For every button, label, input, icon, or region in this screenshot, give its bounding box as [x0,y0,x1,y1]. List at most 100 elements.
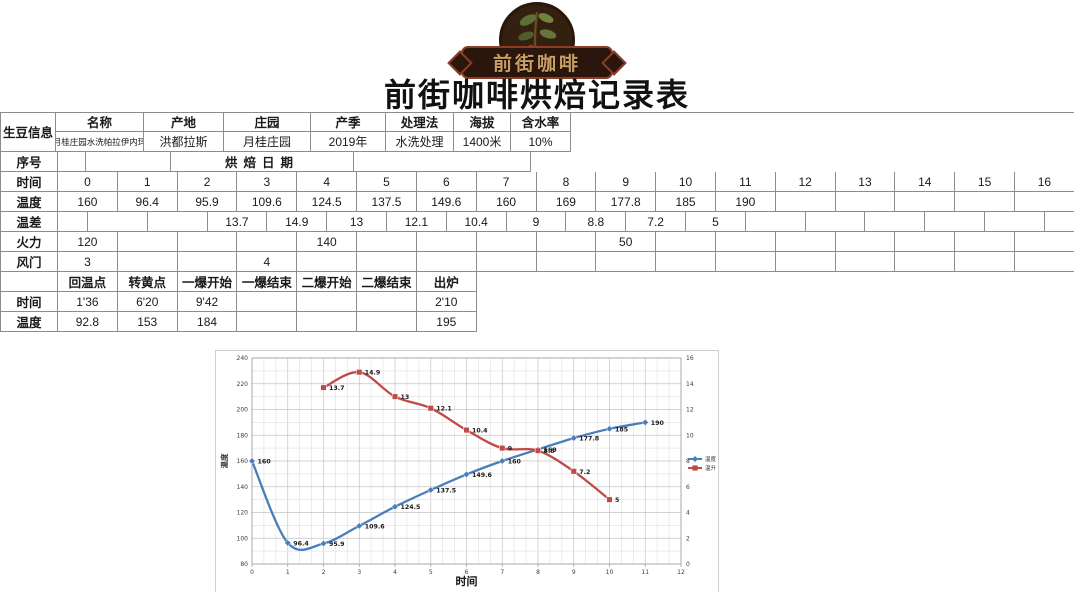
table-cell [835,232,896,252]
svg-text:3: 3 [357,569,361,576]
table-cell [536,252,597,272]
svg-text:1: 1 [286,569,290,576]
table-cell: 5 [686,212,746,232]
table-cell: 13 [835,172,896,192]
row-label-events-temp: 温度 [1,312,58,332]
table-cell: 13 [327,212,387,232]
events-time-row: 时间 1'36 6'20 9'42 2'10 [0,292,477,312]
svg-text:7.2: 7.2 [579,469,590,476]
table-cell: 149.6 [416,192,477,212]
events-header: 一爆开始 [177,272,238,292]
table-cell [1015,192,1074,212]
table-cell: 11 [715,172,776,192]
table-cell: 4 [237,252,298,272]
delta-row: 温差 13.7 14.9 13 12.1 10.4 9 8.8 7.2 5 [0,212,1074,232]
svg-text:6: 6 [465,569,469,576]
info-value: 月桂庄园 [224,132,311,152]
svg-text:7: 7 [500,569,504,576]
table-cell [237,312,298,332]
svg-text:10.4: 10.4 [472,428,488,435]
events-header: 二爆结束 [357,272,417,292]
svg-text:9: 9 [508,446,512,453]
table-cell: 185 [656,192,716,212]
table-cell [177,252,238,272]
table-cell: 2 [177,172,238,192]
svg-text:6: 6 [686,484,690,491]
info-header: 处理法 [386,112,454,132]
svg-text:5: 5 [429,569,433,576]
table-cell: 10 [656,172,716,192]
temperature-row: 温度 160 96.4 95.9 109.6 124.5 137.5 149.6… [0,192,1074,212]
svg-text:100: 100 [237,535,249,542]
svg-text:140: 140 [237,484,249,491]
table-cell: 9'42 [177,292,238,312]
table-cell [476,232,537,252]
table-cell: 6'20 [117,292,178,312]
table-cell: 92.8 [58,312,118,332]
svg-text:8: 8 [536,569,540,576]
svg-text:温升: 温升 [705,464,717,472]
table-cell [416,232,477,252]
table-cell [925,212,986,232]
svg-text:13: 13 [401,394,410,401]
info-header: 庄园 [224,112,311,132]
svg-text:160: 160 [237,458,249,465]
svg-text:4: 4 [393,569,397,576]
info-value: 1400米 [454,132,511,152]
table-cell: 1 [117,172,178,192]
serial-row: 序号 烘焙日期 [0,152,531,172]
table-cell [357,252,417,272]
svg-text:190: 190 [651,420,665,427]
row-label-events-time: 时间 [1,292,58,312]
svg-text:169: 169 [544,447,557,454]
table-cell [895,252,956,272]
table-cell [775,252,836,272]
svg-text:时间: 时间 [456,574,478,588]
row-label-fire: 火力 [1,232,58,252]
svg-text:8: 8 [686,458,690,465]
events-corner-cell [1,272,58,292]
table-cell: 160 [476,192,537,212]
table-cell [955,192,1015,212]
logo-banner: 前街咖啡 [461,46,613,79]
svg-text:240: 240 [237,355,249,362]
svg-text:11: 11 [641,569,649,576]
table-cell [1015,232,1074,252]
table-cell: 169 [536,192,597,212]
svg-text:96.4: 96.4 [293,540,309,547]
time-row: 时间 0 1 2 3 4 5 6 7 8 9 10 11 12 13 14 15… [0,172,1074,192]
table-cell [86,152,171,172]
info-table: 生豆信息 名称 产地 庄园 产季 处理法 海拔 含水率 月桂庄园水洗帕拉伊内玛 … [0,112,571,152]
table-cell: 140 [297,232,358,252]
table-cell [58,212,88,232]
table-cell: 3 [58,252,118,272]
table-cell [1015,252,1074,272]
table-cell: 190 [715,192,776,212]
table-cell [476,252,537,272]
svg-text:177.8: 177.8 [579,436,599,443]
svg-text:137.5: 137.5 [436,487,456,494]
table-cell [895,232,956,252]
table-cell: 1'36 [58,292,118,312]
info-value: 月桂庄园水洗帕拉伊内玛 [56,132,144,152]
table-cell: 96.4 [117,192,178,212]
brand-logo: 前街咖啡 [452,2,622,80]
table-cell: 9 [596,172,657,192]
row-label-delta: 温差 [1,212,58,232]
svg-text:180: 180 [237,432,249,439]
row-label-temp: 温度 [1,192,58,212]
table-cell [715,252,776,272]
table-cell: 15 [955,172,1015,192]
table-cell [745,212,806,232]
svg-text:80: 80 [240,561,248,568]
events-header-row: 回温点 转黄点 一爆开始 一爆结束 二爆开始 二爆结束 出炉 [0,272,477,292]
fire-row: 火力 120 140 50 [0,232,1074,252]
table-cell: 14.9 [267,212,328,232]
table-cell [297,312,358,332]
table-cell [656,252,716,272]
svg-text:2: 2 [322,569,326,576]
info-row-label: 生豆信息 [1,112,56,152]
table-cell [1044,212,1074,232]
table-cell [87,212,148,232]
